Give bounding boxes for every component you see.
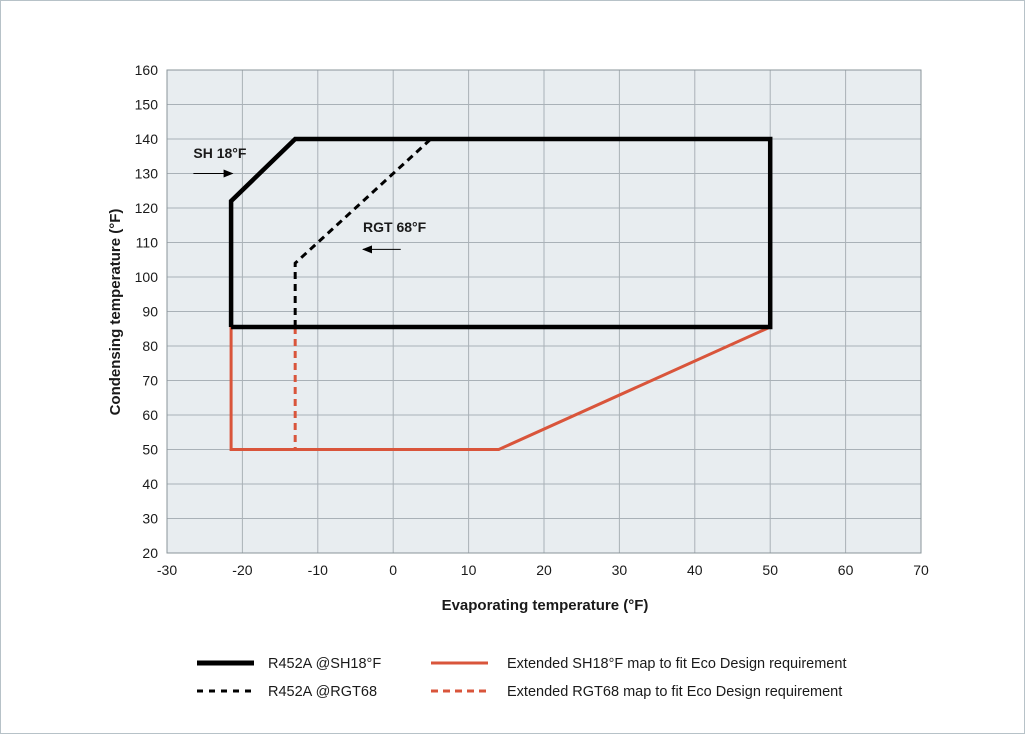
y-tick-label: 150 [135,97,159,113]
plot-border [166,69,922,554]
x-tick-label: 0 [389,562,397,578]
y-tick-label: 160 [135,62,159,78]
y-tick-label: 30 [142,511,158,527]
y-axis-title: Condensing temperature (°F) [107,209,124,416]
x-tick-label: -10 [308,562,328,578]
x-tick-label: 40 [687,562,703,578]
y-tick-label: 140 [135,131,159,147]
annotation-label: RGT 68°F [363,219,427,235]
y-tick-label: 70 [142,373,158,389]
legend-label-extended-sh18: Extended SH18°F map to fit Eco Design re… [507,656,846,672]
legend-label-extended-rgt68: Extended RGT68 map to fit Eco Design req… [507,684,842,700]
y-tick-label: 90 [142,304,158,320]
legend-label-sh18: R452A @SH18°F [268,656,381,672]
series-line-1 [293,137,432,328]
x-axis-ticks: -30 -20 -10 0 10 20 30 40 50 60 70 [157,562,929,578]
annotations: SH 18°F RGT 68°F [193,145,427,254]
y-axis-ticks: 20 30 40 50 60 70 80 90 100 110 120 130 140 150 160 [135,62,159,561]
x-tick-label: 30 [612,562,628,578]
x-tick-label: 60 [838,562,854,578]
y-tick-label: 110 [136,235,159,251]
x-tick-label: 20 [536,562,552,578]
annotation-label: SH 18°F [193,145,247,161]
y-tick-label: 60 [142,407,158,423]
x-tick-label: 10 [461,562,477,578]
legend-label-rgt68: R452A @RGT68 [268,684,377,700]
y-tick-label: 40 [142,476,158,492]
x-tick-label: -20 [232,562,252,578]
series-group [228,136,773,451]
y-tick-label: 50 [142,442,158,458]
series-line-0 [228,136,773,330]
y-tick-label: 100 [135,269,159,285]
y-tick-label: 130 [135,166,159,182]
x-tick-label: -30 [157,562,177,578]
x-tick-label: 70 [913,562,929,578]
legend: R452A @SH18°F R452A @RGT68 Extended SH18… [197,656,846,700]
x-tick-label: 50 [762,562,778,578]
y-tick-label: 120 [135,200,159,216]
y-tick-label: 20 [142,545,158,561]
x-axis-title: Evaporating temperature (°F) [442,597,649,614]
y-tick-label: 80 [142,338,158,354]
